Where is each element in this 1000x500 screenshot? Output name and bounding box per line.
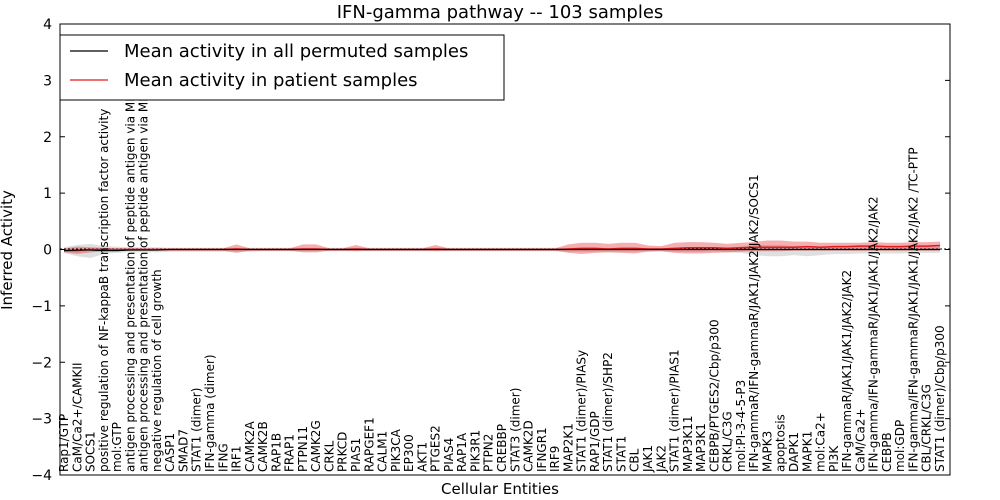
x-category-label: positive regulation of NF-kappaB transcr… <box>97 109 111 472</box>
legend: Mean activity in all permuted samples Me… <box>59 34 505 101</box>
x-category-label: mol:Ca2+ <box>814 412 828 472</box>
legend-label-patient: Mean activity in patient samples <box>124 70 418 91</box>
x-category-label: mol:GTP <box>110 422 124 472</box>
x-category-label: STAT1 (dimer) <box>190 388 204 472</box>
x-category-label: STAT3 (dimer) <box>508 388 522 472</box>
x-category-label: PIK3R1 <box>468 430 482 472</box>
y-tick-label: −1 <box>31 299 52 315</box>
x-category-label: MAP3K11 <box>681 415 695 472</box>
series-lines <box>63 244 941 252</box>
y-tick-label: −3 <box>31 412 52 428</box>
x-category-label: PTGES2 <box>429 425 443 472</box>
chart-title: IFN-gamma pathway -- 103 samples <box>337 2 664 23</box>
y-tick-label: 4 <box>43 17 52 33</box>
x-category-label: DAPK1 <box>787 432 801 472</box>
x-category-label: STAT1 <box>614 436 628 472</box>
x-category-label: IFN-gammaR/IFN-gammaR/JAK1/JAK2/JAK2/SOC… <box>747 174 761 472</box>
x-category-label: IFNGR1 <box>535 427 549 472</box>
x-category-label: antigen processing and presentation of p… <box>137 40 151 472</box>
confidence-bands <box>64 240 940 258</box>
x-category-label: FRAP1 <box>283 434 297 472</box>
x-category-label: MAPK1 <box>800 431 814 472</box>
y-tick-label: −2 <box>31 355 52 371</box>
x-category-label: CAMK2G <box>309 420 323 472</box>
x-category-label: PTPN11 <box>296 426 310 472</box>
confidence-band-1 <box>64 240 940 255</box>
series-line-0 <box>63 248 940 252</box>
x-category-label: JAK2 <box>654 445 668 473</box>
x-category-label: IFN-gamma/IFN-gammaR/JAK1/JAK1/JAK2/JAK2 <box>867 196 881 472</box>
x-category-label: PIAS1 <box>349 438 363 472</box>
x-category-label: CRKL/C3G <box>721 411 735 472</box>
x-category-label: negative regulation of cell growth <box>150 269 164 472</box>
x-category-label: CBL/CRKL/C3G <box>920 384 934 472</box>
x-category-label: PRKCD <box>336 432 350 472</box>
x-category-label: RAPGEF1 <box>362 417 376 472</box>
x-category-label: STAT1 (dimer)/PIAS1 <box>668 349 682 472</box>
x-category-label: PI3K <box>827 445 841 472</box>
x-category-label: STAT1 (dimer)/SHP2 <box>601 352 615 472</box>
y-tick-label: 2 <box>43 130 52 146</box>
x-category-label: MAP3K1 <box>694 423 708 472</box>
x-category-label: SMAD7 <box>176 429 190 472</box>
x-category-label: JAK1 <box>641 445 655 473</box>
legend-box <box>59 34 505 101</box>
x-category-label: RAP1/GDP <box>588 411 602 472</box>
x-axis-category-labels: Rap1/GTP CaM/Ca2+/CAMKII SOCS1 positive reg… <box>57 40 947 473</box>
x-category-label: mol:PI-3-4-5-P3 <box>734 380 748 472</box>
y-tick-label: 0 <box>43 243 52 259</box>
x-category-label: CREBBP <box>495 424 509 472</box>
x-category-label: apoptosis <box>774 414 788 472</box>
x-category-label: CALM1 <box>376 431 390 472</box>
x-category-label: CASP1 <box>163 433 177 472</box>
x-category-label: CaM/Ca2+ <box>853 408 867 472</box>
x-category-label: RAP1B <box>269 433 283 472</box>
x-category-label: IFN-gamma/IFN-gammaR/JAK1/JAK1/JAK2/JAK2… <box>906 147 920 472</box>
x-category-label: STAT1 (dimer)/Cbp/p300 <box>933 325 947 472</box>
y-tick-label: 3 <box>43 73 52 89</box>
x-category-label: CAMK2B <box>256 421 270 472</box>
x-category-label: STAT1 (dimer)/PIASy <box>575 350 589 472</box>
x-category-label: MAPK3 <box>760 431 774 472</box>
y-axis-label: Inferred Activity <box>0 190 16 310</box>
confidence-band-0 <box>64 243 940 258</box>
x-category-label: RAP1A <box>455 432 469 472</box>
x-category-label: CAMK2A <box>243 421 257 472</box>
x-category-label: mol:GDP <box>893 420 907 472</box>
x-category-label: CRKL <box>322 440 336 472</box>
x-category-label: SOCS1 <box>84 431 98 472</box>
y-axis-ticks: 4 3 2 1 0 −1 −2 −3 −4 <box>31 17 950 484</box>
x-axis-label: Cellular Entities <box>441 480 559 498</box>
x-category-label: MAP2K1 <box>561 423 575 472</box>
x-category-label: IRF1 <box>230 446 244 472</box>
x-category-label: CaM/Ca2+/CAMKII <box>70 363 84 472</box>
x-category-label: CBL <box>628 448 642 472</box>
x-category-label: PIAS4 <box>442 438 456 472</box>
x-category-label: IFN-gamma (dimer) <box>203 354 217 472</box>
x-category-label: IRF9 <box>548 446 562 472</box>
legend-label-permuted: Mean activity in all permuted samples <box>124 41 468 62</box>
x-category-label: IFN-gammaR/JAK1/JAK1/JAK2/JAK2 <box>840 270 854 472</box>
x-category-label: IFNG <box>216 443 230 472</box>
x-category-label: PIK3CA <box>389 428 403 472</box>
x-category-label: CAMK2D <box>522 420 536 472</box>
x-category-label: PTPN2 <box>482 434 496 472</box>
x-category-label: CEBPB <box>880 432 894 472</box>
x-category-label: EP300 <box>402 434 416 472</box>
y-tick-label: 1 <box>43 186 52 202</box>
x-category-label: Rap1/GTP <box>57 414 71 472</box>
y-tick-label: −4 <box>31 468 52 484</box>
x-category-label: CEBPB/PTGES2/Cbp/p300 <box>707 319 721 472</box>
x-category-label: antigen processing and presentation of p… <box>123 43 137 472</box>
x-category-label: AKT1 <box>415 442 429 472</box>
